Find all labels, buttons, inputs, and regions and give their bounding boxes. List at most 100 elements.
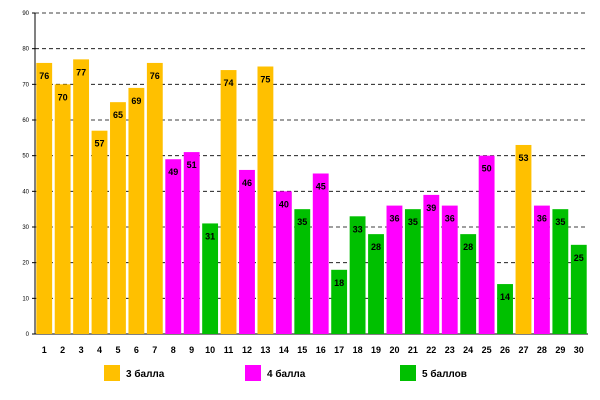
bar-21	[404, 209, 421, 334]
y-tick-label: 10	[22, 296, 29, 302]
data-label: 18	[334, 278, 344, 288]
data-label: 33	[353, 224, 363, 234]
x-tick-label: 19	[371, 345, 381, 355]
data-label: 40	[279, 199, 289, 209]
data-label: 69	[131, 96, 141, 106]
x-tick-label: 26	[500, 345, 510, 355]
bar-13	[257, 66, 274, 334]
data-label: 14	[500, 292, 510, 302]
bar-2	[54, 84, 71, 334]
data-label: 49	[168, 167, 178, 177]
bar-10	[202, 223, 219, 334]
x-tick-label: 15	[297, 345, 307, 355]
x-tick-label: 23	[445, 345, 455, 355]
bar-28	[533, 205, 550, 334]
x-tick-label: 1	[42, 345, 47, 355]
bar-24	[460, 234, 477, 334]
bar-18	[349, 216, 366, 334]
x-tick-label: 11	[224, 345, 234, 355]
bar-1	[36, 62, 53, 334]
bar-26	[497, 284, 513, 334]
y-tick-label: 80	[22, 47, 29, 53]
x-tick-label: 10	[205, 345, 215, 355]
data-label: 36	[389, 214, 399, 224]
bar-5	[110, 102, 126, 335]
bar-15	[294, 209, 311, 334]
bar-9	[183, 152, 200, 334]
legend-swatch	[400, 365, 416, 381]
x-tick-label: 7	[152, 345, 157, 355]
x-tick-label: 4	[97, 345, 102, 355]
data-label: 28	[371, 242, 381, 252]
bar-16	[312, 173, 329, 334]
x-tick-label: 8	[171, 345, 176, 355]
bar-30	[570, 244, 587, 334]
data-label: 31	[205, 231, 215, 241]
data-label: 76	[39, 71, 49, 81]
x-tick-label: 22	[426, 345, 436, 355]
legend-label: 5 баллов	[422, 368, 467, 380]
bar-27	[515, 144, 532, 334]
legend-swatch	[245, 365, 261, 381]
data-label: 51	[187, 160, 197, 170]
data-label: 53	[518, 153, 528, 163]
x-tick-label: 28	[537, 345, 547, 355]
x-tick-label: 16	[316, 345, 326, 355]
data-label: 36	[445, 214, 455, 224]
bar-19	[368, 234, 384, 334]
data-label: 74	[224, 78, 234, 88]
bar-20	[386, 205, 403, 334]
data-label: 77	[76, 67, 86, 77]
bar-17	[331, 269, 348, 334]
bar-11	[220, 70, 237, 335]
bar-29	[552, 209, 569, 334]
data-labels: 76 70 77 57 65 69 76 49 51 31 74 46 75 40 35 45 18 33 28 36…	[39, 67, 584, 302]
bar-4	[91, 130, 108, 334]
legend-label: 3 балла	[126, 368, 165, 380]
data-label: 70	[58, 92, 68, 102]
x-tick-label: 24	[463, 345, 473, 355]
y-tick-label: 30	[22, 225, 29, 231]
data-label: 28	[463, 242, 473, 252]
data-label: 35	[555, 217, 565, 227]
y-tick-label: 0	[26, 332, 30, 338]
x-tick-label: 20	[389, 345, 399, 355]
data-label: 65	[113, 110, 123, 120]
x-tick-label: 12	[242, 345, 252, 355]
data-label: 50	[482, 164, 492, 174]
bar-25	[478, 155, 495, 334]
bars	[36, 59, 587, 335]
bar-14	[275, 191, 292, 334]
bar-8	[165, 159, 182, 334]
bar-7	[146, 62, 163, 334]
bar-22	[423, 194, 440, 334]
x-tick-label: 9	[189, 345, 194, 355]
x-tick-label: 21	[408, 345, 418, 355]
legend: 3 балла 4 балла 5 баллов	[104, 365, 467, 381]
bar-23	[441, 205, 458, 334]
data-label: 57	[95, 139, 105, 149]
x-tick-label: 14	[279, 345, 289, 355]
data-label: 75	[260, 75, 270, 85]
data-label: 46	[242, 178, 252, 188]
data-label: 76	[150, 71, 160, 81]
x-tick-label: 25	[482, 345, 492, 355]
x-tick-label: 6	[134, 345, 139, 355]
data-label: 25	[574, 253, 584, 263]
y-tick-label: 90	[22, 11, 29, 17]
data-label: 35	[297, 217, 307, 227]
x-tick-label: 18	[353, 345, 363, 355]
x-tick-label: 3	[79, 345, 84, 355]
x-tick-label: 2	[60, 345, 65, 355]
data-label: 39	[426, 203, 436, 213]
legend-swatch	[104, 365, 120, 381]
bar-6	[128, 87, 145, 335]
y-tick-label: 40	[22, 189, 29, 195]
data-label: 36	[537, 214, 547, 224]
bar-3	[73, 59, 90, 334]
x-tick-label: 27	[518, 345, 528, 355]
y-tick-label: 60	[22, 118, 29, 124]
x-tick-label: 17	[334, 345, 344, 355]
data-label: 45	[316, 182, 326, 192]
